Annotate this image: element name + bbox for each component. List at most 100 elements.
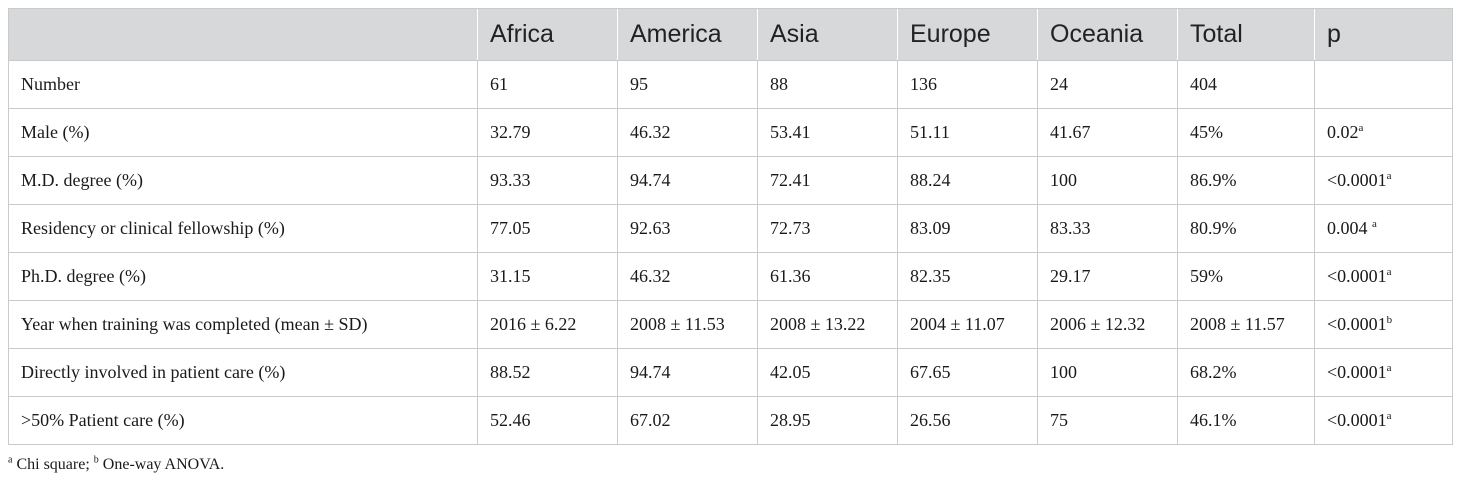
header-cell-africa: Africa	[477, 8, 618, 61]
row-label-cell: Number	[8, 60, 478, 109]
p-value-cell: <0.0001a	[1314, 396, 1453, 445]
p-value-text: <0.0001	[1327, 266, 1387, 286]
value-cell: 72.73	[757, 204, 898, 253]
p-value-footnote-mark: a	[1386, 266, 1392, 278]
value-cell: 88	[757, 60, 898, 109]
p-value-text: <0.0001	[1327, 170, 1387, 190]
header-cell-america: America	[617, 8, 758, 61]
value-cell: 29.17	[1037, 252, 1178, 301]
value-cell: 136	[897, 60, 1038, 109]
value-cell: 100	[1037, 348, 1178, 397]
value-cell: 53.41	[757, 108, 898, 157]
row-label-cell: Male (%)	[8, 108, 478, 157]
value-cell: 42.05	[757, 348, 898, 397]
value-cell: 2004 ± 11.07	[897, 300, 1038, 349]
table-row: Directly involved in patient care (%) 88.…	[8, 348, 1453, 397]
value-cell: 80.9%	[1177, 204, 1315, 253]
value-cell: 88.24	[897, 156, 1038, 205]
row-label-cell: Ph.D. degree (%)	[8, 252, 478, 301]
p-value-footnote-mark: b	[1386, 314, 1393, 326]
header-cell-europe: Europe	[897, 8, 1038, 61]
table-row: Male (%) 32.79 46.32 53.41 51.11 41.67 45% 0.02…	[8, 108, 1453, 157]
value-cell: 2008 ± 11.57	[1177, 300, 1315, 349]
value-cell: 72.41	[757, 156, 898, 205]
p-value-text: <0.0001	[1327, 410, 1387, 430]
p-value-cell: <0.0001b	[1314, 300, 1453, 349]
value-cell: 94.74	[617, 348, 758, 397]
data-table: Africa America Asia Europe Oceania Total…	[8, 8, 1453, 445]
value-cell: 2006 ± 12.32	[1037, 300, 1178, 349]
p-value-text: 0.02	[1327, 122, 1359, 142]
value-cell: 95	[617, 60, 758, 109]
table-row: Year when training was completed (mean ±…	[8, 300, 1453, 349]
value-cell: 92.63	[617, 204, 758, 253]
p-value-footnote-mark: a	[1386, 170, 1392, 182]
table-header-row: Africa America Asia Europe Oceania Total…	[8, 8, 1453, 61]
value-cell: 67.02	[617, 396, 758, 445]
footnote-mark-b: b	[93, 454, 99, 466]
row-label-cell: M.D. degree (%)	[8, 156, 478, 205]
header-cell-total: Total	[1177, 8, 1315, 61]
p-value-footnote-mark: a	[1386, 410, 1392, 422]
row-label-cell: Residency or clinical fellowship (%)	[8, 204, 478, 253]
table-row: >50% Patient care (%) 52.46 67.02 28.95 26.5…	[8, 396, 1453, 445]
value-cell: 26.56	[897, 396, 1038, 445]
value-cell: 59%	[1177, 252, 1315, 301]
row-label-cell: Year when training was completed (mean ±…	[8, 300, 478, 349]
value-cell: 2016 ± 6.22	[477, 300, 618, 349]
data-table-container: Africa America Asia Europe Oceania Total…	[8, 8, 1453, 445]
p-value-footnote-mark: a	[1386, 362, 1392, 374]
value-cell: 61.36	[757, 252, 898, 301]
value-cell: 41.67	[1037, 108, 1178, 157]
header-cell-asia: Asia	[757, 8, 898, 61]
table-row: Ph.D. degree (%) 31.15 46.32 61.36 82.35 29.1…	[8, 252, 1453, 301]
p-value-cell: 0.004 a	[1314, 204, 1453, 253]
value-cell: 94.74	[617, 156, 758, 205]
p-value-cell	[1314, 60, 1453, 109]
value-cell: 46.32	[617, 252, 758, 301]
value-cell: 2008 ± 13.22	[757, 300, 898, 349]
value-cell: 46.32	[617, 108, 758, 157]
p-value-cell: <0.0001a	[1314, 252, 1453, 301]
header-cell-oceania: Oceania	[1037, 8, 1178, 61]
p-value-text: <0.0001	[1327, 362, 1387, 382]
p-value-cell: <0.0001a	[1314, 156, 1453, 205]
p-value-footnote-mark: a	[1372, 218, 1377, 230]
p-value-text: 0.004	[1327, 218, 1372, 238]
table-body: Number 61 95 88 136 24 404 Male (%) 32.79 46.32 53…	[8, 60, 1453, 445]
footnote-mark-a: a	[8, 454, 13, 466]
value-cell: 83.09	[897, 204, 1038, 253]
table-row: M.D. degree (%) 93.33 94.74 72.41 88.24 100 86…	[8, 156, 1453, 205]
value-cell: 46.1%	[1177, 396, 1315, 445]
row-label-cell: >50% Patient care (%)	[8, 396, 478, 445]
value-cell: 77.05	[477, 204, 618, 253]
value-cell: 51.11	[897, 108, 1038, 157]
value-cell: 45%	[1177, 108, 1315, 157]
table-row: Number 61 95 88 136 24 404	[8, 60, 1453, 109]
footnote-text-b: One-way ANOVA.	[98, 456, 225, 473]
value-cell: 68.2%	[1177, 348, 1315, 397]
value-cell: 52.46	[477, 396, 618, 445]
value-cell: 82.35	[897, 252, 1038, 301]
value-cell: 61	[477, 60, 618, 109]
value-cell: 28.95	[757, 396, 898, 445]
header-cell-p: p	[1314, 8, 1453, 61]
p-value-cell: <0.0001a	[1314, 348, 1453, 397]
row-label-cell: Directly involved in patient care (%)	[8, 348, 478, 397]
value-cell: 100	[1037, 156, 1178, 205]
table-footnote: a Chi square; b One-way ANOVA.	[8, 454, 225, 474]
value-cell: 75	[1037, 396, 1178, 445]
p-value-text: <0.0001	[1327, 314, 1387, 334]
p-value-footnote-mark: a	[1358, 122, 1364, 134]
value-cell: 404	[1177, 60, 1315, 109]
value-cell: 86.9%	[1177, 156, 1315, 205]
value-cell: 31.15	[477, 252, 618, 301]
value-cell: 2008 ± 11.53	[617, 300, 758, 349]
footnote-text-a: Chi square;	[12, 456, 94, 473]
value-cell: 83.33	[1037, 204, 1178, 253]
header-cell-blank	[8, 8, 478, 61]
value-cell: 67.65	[897, 348, 1038, 397]
table-row: Residency or clinical fellowship (%) 77.0…	[8, 204, 1453, 253]
value-cell: 24	[1037, 60, 1178, 109]
value-cell: 88.52	[477, 348, 618, 397]
